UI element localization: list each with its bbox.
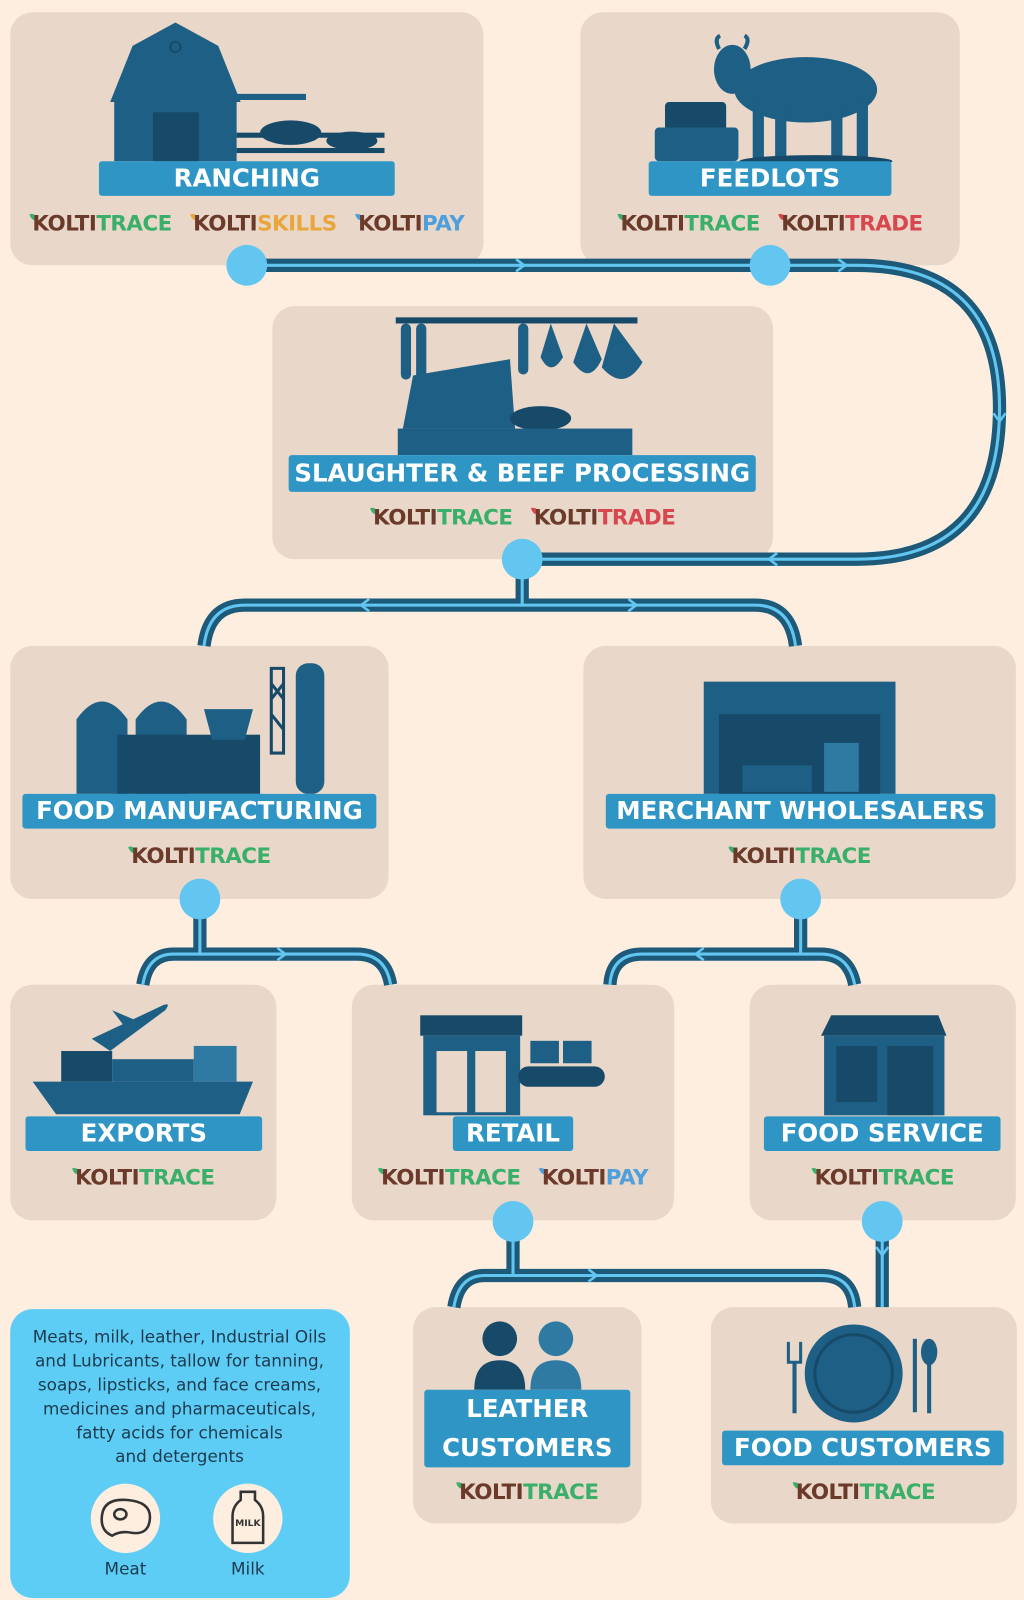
brand-text: KOLTITRACE [131, 844, 270, 869]
supply-chain-diagram: Meats, milk, leather, Industrial Oils and… [0, 0, 1024, 1600]
info-line: fatty acids for chemicals [76, 1422, 283, 1442]
info-line: Meats, milk, leather, Industrial Oils [33, 1327, 327, 1347]
brand-name: KOLTI [534, 505, 598, 530]
brand-tag: KOLTITRACE [378, 1166, 520, 1191]
brand-tag: KOLTITRACE [72, 1166, 214, 1191]
brand-text: KOLTITRACE [381, 1166, 520, 1191]
brand-tag: KOLTITRACE [29, 211, 171, 236]
brand-product: SKILLS [257, 211, 337, 236]
node-label: FEEDLOTS [700, 164, 840, 193]
brand-product: TRACE [445, 1166, 520, 1191]
tag-row: KOLTITRACE [728, 844, 870, 869]
node-label: SLAUGHTER & BEEF PROCESSING [294, 458, 750, 487]
brand-name: KOLTI [381, 1166, 445, 1191]
brand-text: KOLTITRACE [620, 211, 759, 236]
brand-tag: KOLTITRADE [778, 211, 922, 236]
info-box: Meats, milk, leather, Industrial Oils and… [10, 1309, 350, 1598]
brand-text: KOLTITRACE [796, 1480, 935, 1505]
brand-tag: KOLTIPAY [539, 1166, 649, 1191]
node-label: MERCHANT WHOLESALERS [616, 796, 985, 825]
brand-name: KOLTI [32, 211, 96, 236]
brand-text: KOLTITRACE [373, 505, 512, 530]
tag-row: KOLTITRACE [812, 1166, 954, 1191]
brand-product: TRACE [860, 1480, 935, 1505]
icon-label: Meat [105, 1558, 147, 1578]
brand-product: TRADE [598, 505, 675, 530]
brand-name: KOLTI [781, 211, 845, 236]
brand-tag: KOLTITRACE [370, 505, 512, 530]
brand-product: TRACE [684, 211, 759, 236]
brand-product: TRACE [195, 844, 270, 869]
node-label: RETAIL [466, 1119, 560, 1148]
brand-name: KOLTI [731, 844, 795, 869]
brand-text: KOLTITRACE [75, 1166, 214, 1191]
brand-text: KOLTIPAY [358, 211, 465, 236]
brand-text: KOLTITRADE [534, 505, 675, 530]
brand-name: KOLTI [459, 1480, 523, 1505]
info-line: and Lubricants, tallow for tanning, [35, 1351, 324, 1371]
warehouse-icon [704, 682, 896, 794]
brand-text: KOLTISKILLS [193, 211, 337, 236]
brand-product: TRADE [845, 211, 922, 236]
brand-name: KOLTI [193, 211, 257, 236]
info-line: and detergents [115, 1446, 244, 1466]
brand-name: KOLTI [358, 211, 422, 236]
brand-product: TRACE [139, 1166, 214, 1191]
tag-row: KOLTITRACEKOLTISKILLSKOLTIPAY [29, 211, 465, 236]
brand-tag: KOLTITRADE [531, 505, 675, 530]
brand-tag: KOLTITRACE [793, 1480, 935, 1505]
icon-label: Milk [231, 1558, 265, 1578]
node-label: RANCHING [174, 164, 320, 193]
brand-name: KOLTI [542, 1166, 606, 1191]
brand-name: KOLTI [131, 844, 195, 869]
brand-product: TRACE [437, 505, 512, 530]
brand-tag: KOLTITRACE [617, 211, 759, 236]
tag-row: KOLTITRACE [128, 844, 270, 869]
info-line: soaps, lipsticks, and face creams, [38, 1375, 321, 1395]
node-label: EXPORTS [81, 1119, 207, 1148]
info-line: medicines and pharmaceuticals, [43, 1398, 316, 1418]
brand-name: KOLTI [75, 1166, 139, 1191]
brand-name: KOLTI [796, 1480, 860, 1505]
brand-product: PAY [606, 1166, 649, 1191]
brand-name: KOLTI [815, 1166, 879, 1191]
brand-text: KOLTITRACE [731, 844, 870, 869]
node-label: FOOD SERVICE [781, 1119, 984, 1148]
brand-tag: KOLTITRACE [812, 1166, 954, 1191]
brand-text: KOLTITRADE [781, 211, 922, 236]
brand-product: PAY [422, 211, 465, 236]
brand-product: TRACE [523, 1480, 598, 1505]
brand-text: KOLTITRACE [32, 211, 171, 236]
brand-name: KOLTI [373, 505, 437, 530]
node-label: FOOD CUSTOMERS [734, 1433, 992, 1462]
milk-badge-text: MILK [235, 1518, 261, 1529]
brand-tag: KOLTIPAY [355, 211, 465, 236]
brand-text: KOLTIPAY [542, 1166, 649, 1191]
brand-tag: KOLTISKILLS [190, 211, 337, 236]
brand-tag: KOLTITRACE [456, 1480, 598, 1505]
brand-product: TRACE [879, 1166, 954, 1191]
brand-text: KOLTITRACE [815, 1166, 954, 1191]
brand-name: KOLTI [620, 211, 684, 236]
tag-row: KOLTITRACE [72, 1166, 214, 1191]
tag-row: KOLTITRACE [793, 1480, 935, 1505]
brand-product: TRACE [795, 844, 870, 869]
node-label: FOOD MANUFACTURING [36, 796, 363, 825]
brand-product: TRACE [96, 211, 171, 236]
food-service-icon [821, 1015, 946, 1115]
brand-tag: KOLTITRACE [128, 844, 270, 869]
node-label: LEATHER [466, 1394, 588, 1423]
brand-tag: KOLTITRACE [728, 844, 870, 869]
node-label: CUSTOMERS [442, 1433, 612, 1462]
tag-row: KOLTITRACE [456, 1480, 598, 1505]
brand-text: KOLTITRACE [459, 1480, 598, 1505]
